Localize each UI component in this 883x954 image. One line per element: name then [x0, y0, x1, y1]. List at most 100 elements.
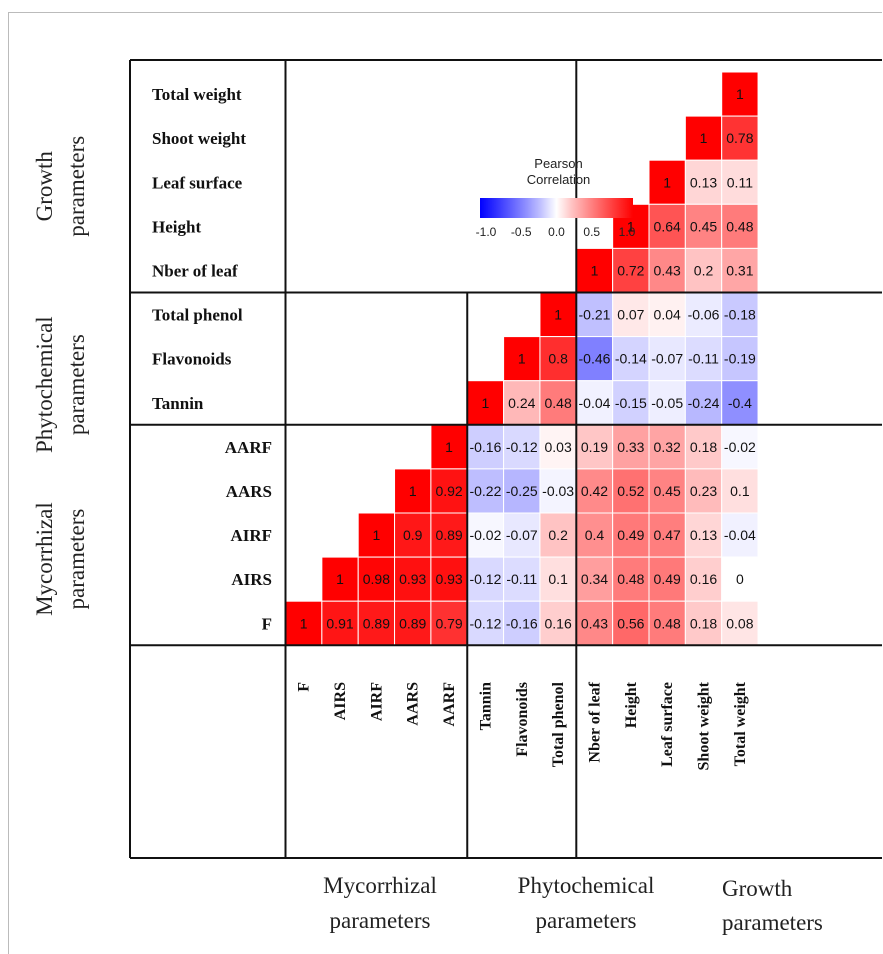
- cell-value: 0.89: [435, 527, 462, 543]
- row-label-total-phenol: Total phenol: [152, 306, 243, 325]
- figure-frame: [8, 12, 882, 954]
- legend-tick: 0.0: [548, 225, 565, 239]
- cell-value: 0.1: [730, 483, 750, 499]
- heatmap-cell: [357, 512, 396, 558]
- cell-value: 0.9: [403, 527, 423, 543]
- cell-value: 1: [300, 615, 308, 631]
- heatmap-cell: [648, 380, 686, 426]
- cell-value: -0.12: [469, 615, 501, 631]
- row-group-label: parameters: [64, 509, 89, 610]
- cell-value: 0.93: [399, 571, 426, 587]
- cell-value: -0.03: [542, 483, 574, 499]
- cell-value: 0.48: [654, 615, 681, 631]
- heatmap-cell: [321, 600, 359, 646]
- cell-value: 0.56: [617, 615, 644, 631]
- col-label-f: F: [296, 682, 313, 692]
- cell-value: 0.93: [435, 571, 462, 587]
- cell-value: 0.13: [690, 527, 717, 543]
- cell-value: 0.4: [585, 527, 605, 543]
- col-label-airs: AIRS: [332, 682, 349, 720]
- cell-value: 0.91: [326, 615, 353, 631]
- legend-tick: 0.5: [583, 225, 600, 239]
- cell-value: 1: [591, 262, 599, 278]
- cell-value: 0.47: [654, 527, 681, 543]
- cell-value: -0.16: [469, 439, 501, 455]
- heatmap-cell: [684, 556, 723, 602]
- heatmap-cell: [394, 556, 432, 602]
- heatmap-cell: [575, 468, 614, 514]
- cell-value: 0.32: [654, 439, 681, 455]
- col-group-label: Growth: [722, 876, 793, 901]
- cell-value: 0.98: [363, 571, 390, 587]
- cell-value: -0.25: [506, 483, 538, 499]
- heatmap-cell: [466, 512, 505, 558]
- cell-value: 0.1: [548, 571, 568, 587]
- cell-value: 0.79: [435, 615, 462, 631]
- heatmap-cell: [721, 159, 759, 205]
- cell-value: 0.92: [435, 483, 462, 499]
- heatmap-cell: [321, 556, 359, 602]
- col-group-label: Phytochemical: [518, 873, 655, 898]
- heatmap-cell: [648, 247, 686, 293]
- col-group-label: parameters: [330, 908, 431, 933]
- cell-value: 0.16: [690, 571, 717, 587]
- cell-value: 0.08: [726, 615, 753, 631]
- cell-value: -0.05: [651, 395, 683, 411]
- legend-title: Correlation: [527, 172, 591, 187]
- cell-value: -0.02: [724, 439, 756, 455]
- cell-value: -0.15: [615, 395, 647, 411]
- cell-value: -0.07: [651, 351, 683, 367]
- heatmap-cell: [357, 556, 396, 602]
- cell-value: 0.23: [690, 483, 717, 499]
- cell-value: 1: [700, 130, 708, 146]
- cell-value: 1: [627, 218, 635, 234]
- col-group-label: Mycorrhizal: [323, 873, 437, 898]
- cell-value: 0.34: [581, 571, 608, 587]
- cell-value: 0.2: [694, 262, 714, 278]
- col-label-aarf: AARF: [441, 682, 458, 727]
- col-label-leaf-surface: Leaf surface: [659, 682, 676, 767]
- col-label-airf: AIRF: [368, 682, 385, 721]
- heatmap-cell: [648, 600, 686, 646]
- heatmap-cell: [684, 203, 723, 249]
- heatmap-cell: [684, 336, 723, 382]
- heatmap-cell: [648, 292, 686, 338]
- heatmap-cell: [721, 71, 759, 117]
- cell-value: 0.8: [548, 351, 568, 367]
- cell-value: -0.22: [469, 483, 501, 499]
- heatmap-cell: [430, 600, 468, 646]
- row-group-label: Growth: [32, 151, 57, 222]
- cell-value: 1: [518, 351, 526, 367]
- cell-value: -0.14: [615, 351, 647, 367]
- cell-value: 0.89: [399, 615, 426, 631]
- heatmap-cell: [612, 512, 650, 558]
- heatmap-cell: [575, 247, 614, 293]
- row-label-f: F: [262, 614, 272, 633]
- col-label-aars: AARS: [405, 682, 422, 726]
- row-label-tannin: Tannin: [152, 394, 204, 413]
- cell-value: -0.4: [728, 395, 752, 411]
- cell-value: 0.16: [545, 615, 572, 631]
- cell-value: 1: [554, 307, 562, 323]
- cell-value: -0.02: [469, 527, 501, 543]
- cell-value: -0.46: [579, 351, 611, 367]
- col-label-shoot-weight: Shoot weight: [696, 681, 713, 770]
- cell-value: -0.18: [724, 307, 756, 323]
- row-label-aarf: AARF: [225, 438, 272, 457]
- cell-value: -0.11: [688, 351, 719, 367]
- cell-value: -0.12: [506, 439, 538, 455]
- cell-value: 0.89: [363, 615, 390, 631]
- legend-tick: -0.5: [511, 225, 532, 239]
- cell-value: 0.31: [726, 262, 753, 278]
- cell-value: 1: [663, 174, 671, 190]
- col-group-label: parameters: [536, 908, 637, 933]
- heatmap-cell: [612, 556, 650, 602]
- cell-value: -0.07: [506, 527, 538, 543]
- col-label-flavonoids: Flavonoids: [514, 682, 531, 757]
- cell-value: 0.49: [654, 571, 681, 587]
- heatmap-cell: [612, 380, 650, 426]
- cell-value: -0.24: [688, 395, 720, 411]
- cell-value: -0.04: [579, 395, 611, 411]
- cell-value: -0.11: [506, 571, 537, 587]
